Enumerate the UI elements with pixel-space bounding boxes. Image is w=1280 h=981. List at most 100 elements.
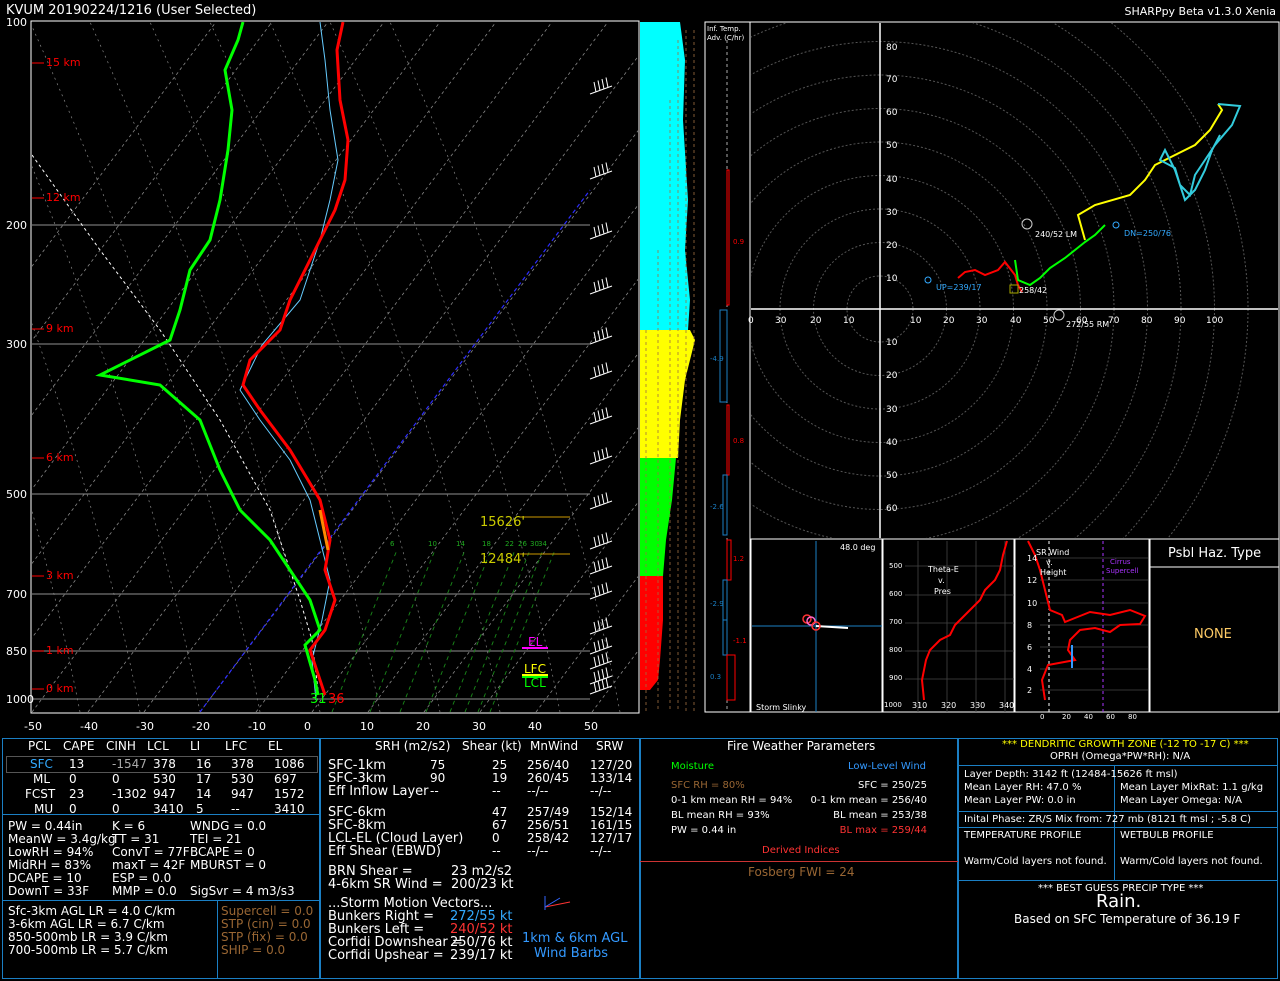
hodo-y-label: 50: [886, 141, 898, 151]
pressure-label: 700: [6, 588, 27, 601]
parcel-trace: [32, 154, 319, 691]
height-label: 6 km: [46, 451, 74, 464]
advection-header: Inf. Temp. Adv. (C/hr): [707, 25, 745, 42]
severe-index: SHIP = 0.0: [221, 943, 286, 957]
temp-label: -20: [192, 720, 210, 733]
precip-value: Rain.: [1096, 891, 1142, 912]
thetae-grid: [905, 541, 1014, 712]
fire-left-item: 0-1 km mean RH = 94%: [671, 795, 793, 806]
severe-index: Supercell = 0.0: [221, 904, 314, 918]
barbs-label-1: 1km & 6km AGL: [522, 931, 628, 946]
kin-cell: Eff Shear (EBWD): [328, 844, 441, 859]
thetae-y-label: 500: [889, 562, 903, 570]
height-label: 0 km: [46, 682, 74, 695]
column-cyan-band: [640, 22, 690, 330]
dgz-temp-msg: Warm/Cold layers not found.: [964, 856, 1107, 867]
hodo-y-label: 80: [886, 43, 898, 53]
index-col2: ESP = 0.0: [112, 871, 172, 885]
index-col3: WNDG = 0.0: [190, 819, 267, 833]
thetae-x-label: 320: [941, 701, 957, 710]
parcel-cell: 0: [69, 802, 77, 816]
kin-cell: 19: [492, 771, 508, 785]
column-yellow-band: [640, 330, 695, 458]
dgz-pw: Mean Layer PW: 0.0 in: [964, 795, 1076, 806]
hodo-x-label: 40: [1010, 316, 1022, 326]
parcel-cell: SFC: [30, 757, 53, 771]
hodo-x-label: 10: [910, 316, 922, 326]
advection-value: -2.9: [710, 600, 724, 608]
hodo-y-label: 20: [886, 371, 898, 381]
thetae-y-label: 900: [889, 674, 903, 682]
temp-label: 20: [416, 720, 430, 733]
parcel-header: CAPE: [63, 739, 95, 753]
dgz-depth: Layer Depth: 3142 ft (12484-15626 ft msl…: [964, 769, 1178, 780]
fire-left-item: SFC RH = 80%: [671, 780, 745, 791]
kin-cell: SFC-1km: [328, 758, 386, 773]
hodo-y-label: 60: [886, 108, 898, 118]
kin-cell: --: [430, 784, 439, 798]
height-label: 1 km: [46, 644, 74, 657]
dry-adiabats: [32, 22, 621, 712]
kin-cell: Eff Inflow Layer: [328, 784, 429, 799]
fire-right-item: SFC = 250/25: [858, 780, 927, 791]
srwind-trace: [1027, 540, 1147, 701]
parcel-header: PCL: [28, 739, 51, 753]
thetae-y-label: 700: [889, 618, 903, 626]
thetae-frame: [882, 538, 1015, 713]
parcel-cell: 530: [153, 772, 176, 786]
temp-label: -10: [248, 720, 266, 733]
dgz-title: *** DENDRITIC GROWTH ZONE (-12 TO -17 C)…: [1002, 739, 1249, 750]
srwind-grid: [1040, 557, 1148, 691]
dgz-div-4: [958, 880, 1278, 881]
vector-label: Bunkers Left =: [328, 922, 425, 937]
thetae-title-3: Pres: [934, 587, 951, 596]
kin-cell: --/--: [590, 844, 612, 858]
hodo-x-label: 30: [775, 316, 787, 326]
temp-label: 30: [472, 720, 486, 733]
fire-panel: [640, 738, 958, 979]
fire-fwi: Fosberg FWI = 24: [748, 865, 855, 879]
dgz-div-3: [958, 827, 1278, 828]
fire-title: Fire Weather Parameters: [727, 739, 876, 753]
parcel-cell: 0: [69, 772, 77, 786]
hodo-y-label: 40: [886, 175, 898, 185]
hazard-value: NONE: [1194, 627, 1232, 642]
barbs-label-2: Wind Barbs: [534, 946, 609, 961]
kin-cell: 260/45: [527, 771, 570, 785]
dgz-temp-profile: TEMPERATURE PROFILE: [964, 830, 1082, 841]
selected-parcel-box[interactable]: [6, 756, 318, 773]
dewpoint-trace: [95, 22, 322, 696]
thetae-x-label: 310: [912, 701, 928, 710]
severe-index: STP (fix) = 0.0: [221, 930, 308, 944]
kin-cell: --/--: [590, 784, 612, 798]
lcl-label: LCL: [524, 676, 546, 690]
srwind-title-1: SR Wind: [1036, 548, 1070, 557]
advection-value: -1.1: [733, 637, 747, 645]
parcel-header: LCL: [147, 739, 169, 753]
thetae-x-label: 330: [970, 701, 986, 710]
temperature-dgz-segment: [318, 509, 330, 551]
lapse-rate: 850-500mb LR = 3.9 C/km: [8, 930, 168, 944]
fire-right-item: 0-1 km mean = 256/40: [810, 795, 928, 806]
right-mover-marker: [1053, 309, 1065, 321]
mixing-label: 6: [390, 540, 395, 548]
hodo-x-label: 90: [1174, 316, 1186, 326]
advection-value: 0.9: [733, 238, 745, 246]
parcel-cell: 5: [196, 802, 204, 816]
upshear-label: UP=239/17: [936, 283, 982, 292]
pressure-label: 1000: [6, 693, 34, 706]
height-label: 15 km: [46, 56, 81, 69]
kin-header: MnWind: [530, 739, 579, 753]
index-col1: PW = 0.44in: [8, 819, 83, 833]
parcel-cell: 0: [112, 802, 120, 816]
index-col2: MMP = 0.0: [112, 884, 177, 898]
hodo-y-label: 70: [886, 75, 898, 85]
dgz-bottom-label: 12484': [480, 552, 525, 567]
hodo-y-label: 10: [886, 274, 898, 284]
parcel-divider: [2, 814, 320, 815]
srwind-cirrus: Cirrus: [1110, 558, 1131, 566]
kin-cell: 75: [430, 758, 446, 772]
mixing-ratio-lines: [331, 549, 556, 712]
vector-value: 250/76 kt: [450, 935, 513, 950]
isobars: [32, 224, 590, 700]
